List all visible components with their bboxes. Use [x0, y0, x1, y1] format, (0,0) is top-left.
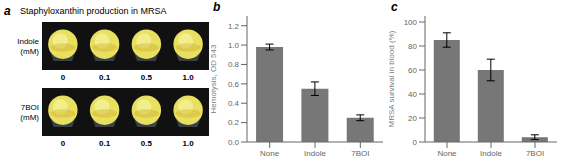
svg-text:0.5: 0.5: [141, 73, 153, 82]
svg-text:Indole: Indole: [480, 149, 502, 158]
svg-text:Staphyloxanthin production in: Staphyloxanthin production in MRSA: [20, 6, 167, 16]
svg-text:MRSA survival in blood (%): MRSA survival in blood (%): [389, 30, 396, 127]
svg-text:0: 0: [61, 139, 66, 148]
svg-text:Indole: Indole: [304, 149, 326, 158]
html-text:c: c: [391, 0, 398, 14]
svg-text:0.4: 0.4: [228, 99, 240, 108]
svg-text:0.6: 0.6: [228, 80, 240, 89]
svg-text:20: 20: [408, 114, 417, 123]
svg-text:60: 60: [408, 66, 417, 75]
svg-text:1.0: 1.0: [183, 139, 195, 148]
svg-text:0.5: 0.5: [141, 139, 153, 148]
svg-text:None: None: [260, 149, 280, 158]
svg-text:0.0: 0.0: [228, 138, 240, 147]
svg-text:0: 0: [413, 138, 418, 147]
svg-text:0.8: 0.8: [228, 60, 240, 69]
svg-text:1.0: 1.0: [228, 41, 240, 50]
html-text:b: b: [213, 0, 221, 14]
svg-text:7BOI(mM): 7BOI(mM): [20, 103, 39, 122]
svg-text:0.1: 0.1: [99, 139, 111, 148]
svg-text:0: 0: [61, 73, 66, 82]
svg-text:0.1: 0.1: [99, 73, 111, 82]
svg-text:Hemolysis, OD 543: Hemolysis, OD 543: [211, 44, 218, 113]
svg-text:a: a: [8, 4, 11, 18]
svg-text:Indole(mM): Indole(mM): [17, 37, 39, 56]
svg-text:80: 80: [408, 42, 417, 51]
svg-text:0.2: 0.2: [228, 118, 240, 127]
svg-text:7BOI: 7BOI: [526, 149, 544, 158]
svg-text:None: None: [437, 149, 457, 158]
svg-text:40: 40: [408, 90, 417, 99]
svg-text:1.2: 1.2: [228, 22, 240, 31]
svg-text:7BOI: 7BOI: [351, 149, 369, 158]
svg-text:1.0: 1.0: [183, 73, 195, 82]
svg-text:100: 100: [404, 18, 418, 27]
